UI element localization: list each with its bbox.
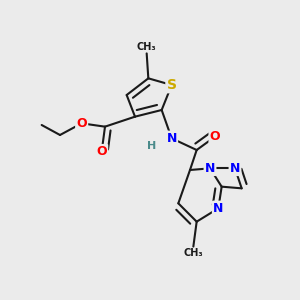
Text: H: H	[147, 141, 156, 151]
Text: S: S	[167, 78, 177, 92]
Text: CH₃: CH₃	[137, 42, 157, 52]
Text: O: O	[96, 145, 107, 158]
Text: CH₃: CH₃	[184, 248, 203, 258]
Text: N: N	[230, 162, 240, 175]
Text: O: O	[76, 117, 87, 130]
Text: N: N	[167, 132, 177, 145]
Text: O: O	[210, 130, 220, 143]
Text: N: N	[213, 202, 224, 215]
Text: N: N	[205, 162, 215, 175]
